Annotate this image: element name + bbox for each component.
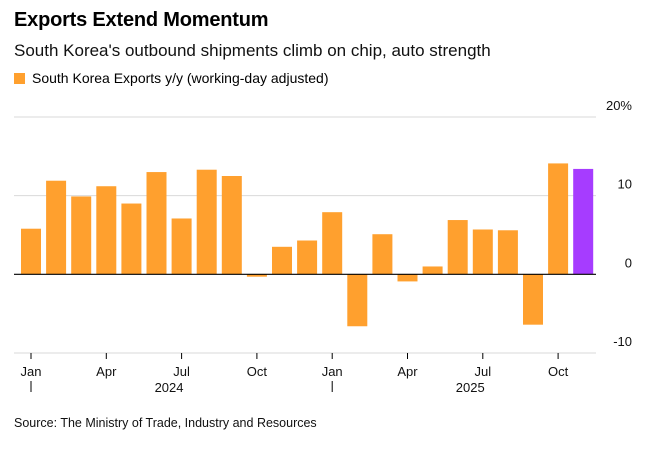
year-label: 2025 [456, 380, 485, 395]
bar [71, 196, 92, 275]
y-tick-label: -10 [613, 334, 632, 349]
y-tick-label: 10 [618, 177, 632, 192]
bar [372, 234, 393, 275]
bar [146, 172, 167, 275]
bar [171, 218, 192, 275]
y-tick-label: 20% [606, 98, 632, 113]
bar [397, 274, 418, 282]
bar [221, 176, 242, 275]
bar [548, 163, 569, 275]
bar [422, 266, 443, 275]
x-tick-label: Jul [173, 364, 190, 379]
x-tick-label: Jan [21, 364, 42, 379]
x-tick-label: Oct [247, 364, 268, 379]
bar [347, 274, 368, 327]
x-tick-label: Apr [397, 364, 418, 379]
source-note: Source: The Ministry of Trade, Industry … [14, 416, 317, 430]
bar [447, 220, 468, 275]
chart-title: Exports Extend Momentum [14, 9, 269, 31]
bar [272, 246, 292, 275]
x-tick-label: Oct [548, 364, 569, 379]
chart-subtitle: South Korea's outbound shipments climb o… [14, 41, 491, 60]
bar [196, 169, 217, 275]
bar [96, 186, 117, 275]
bar [121, 203, 142, 275]
bar [246, 274, 267, 277]
bar [523, 274, 543, 325]
year-label: 2024 [155, 380, 184, 395]
bar [297, 240, 318, 275]
bar [322, 212, 343, 275]
legend: South Korea Exports y/y (working-day adj… [14, 70, 328, 86]
x-tick-label: Apr [96, 364, 117, 379]
x-tick-label: Jul [474, 364, 491, 379]
bar [497, 230, 518, 275]
x-tick-label: Jan [322, 364, 343, 379]
bar-highlight [573, 168, 594, 275]
legend-swatch [14, 72, 25, 84]
bar [21, 228, 41, 275]
y-tick-label: 0 [625, 255, 632, 270]
bar [472, 229, 493, 275]
legend-label: South Korea Exports y/y (working-day adj… [32, 70, 329, 86]
bar [46, 180, 67, 275]
